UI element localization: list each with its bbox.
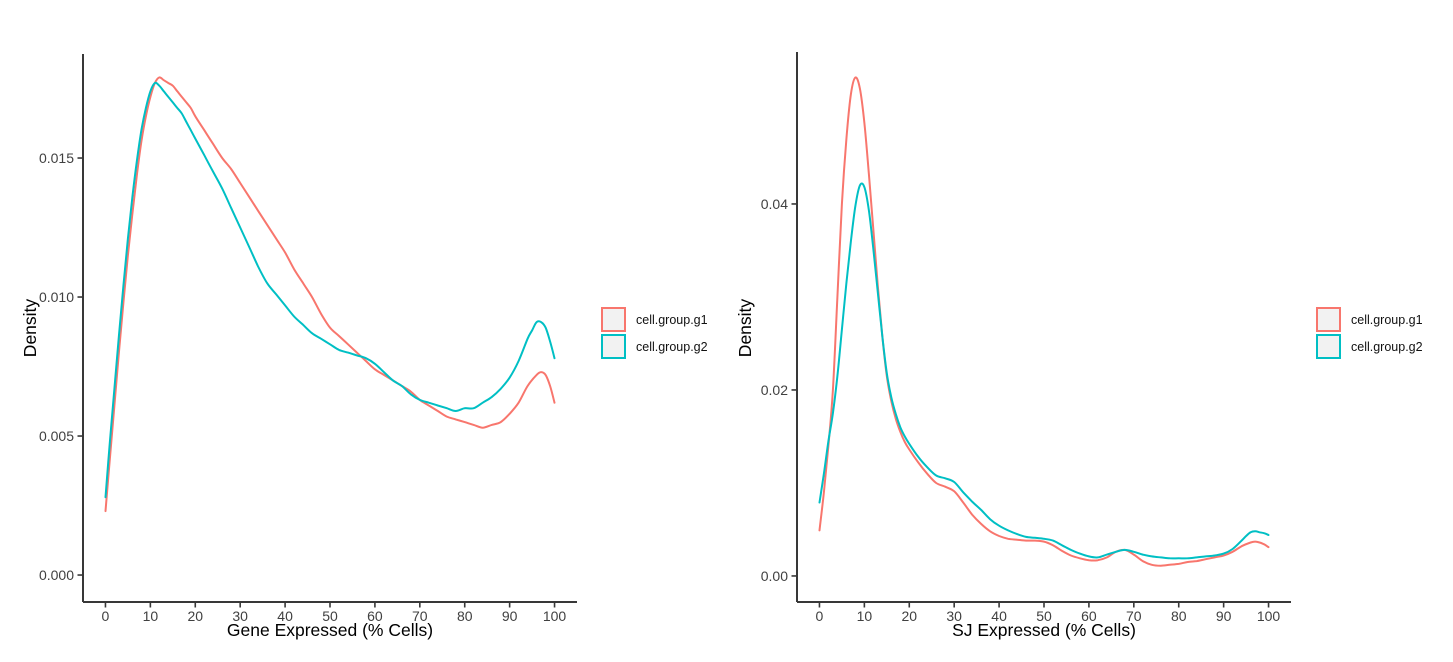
x-tick-label: 70 — [412, 608, 428, 624]
x-tick-label: 30 — [232, 608, 248, 624]
x-tick-label: 20 — [187, 608, 203, 624]
x-axis-title-gene: Gene Expressed (% Cells) — [226, 620, 434, 640]
density-curve-g1 — [104, 76, 556, 513]
x-tick-label: 30 — [946, 608, 962, 624]
x-tick-label: 0 — [816, 608, 824, 624]
x-tick-label: 90 — [1216, 608, 1232, 624]
legend-key-g2 — [1316, 334, 1341, 359]
x-tick-label: 50 — [322, 608, 338, 624]
y-tick-label: 0.04 — [761, 196, 788, 212]
y-tick-label: 0.005 — [39, 428, 74, 444]
density-curve-g2 — [104, 81, 556, 499]
legend-item-g2: cell.group.g2 — [1316, 334, 1423, 359]
x-tick-label: 40 — [277, 608, 293, 624]
x-tick-label: 60 — [1081, 608, 1097, 624]
legend-label-g1: cell.group.g1 — [636, 312, 708, 327]
x-tick-label: 100 — [543, 608, 567, 624]
legend-label-g1: cell.group.g1 — [1351, 312, 1423, 327]
x-tick-label: 10 — [143, 608, 159, 624]
legend-key-g1 — [601, 307, 626, 332]
x-tick-label: 40 — [991, 608, 1007, 624]
legend-item-g2: cell.group.g2 — [601, 334, 708, 359]
density-curve-g2 — [818, 182, 1270, 560]
legend-label-g2: cell.group.g2 — [1351, 339, 1423, 354]
x-tick-label: 0 — [102, 608, 110, 624]
x-tick-label: 80 — [1171, 608, 1187, 624]
y-axis-title-gene: Density — [20, 298, 40, 358]
legend-sj: cell.group.g1 cell.group.g2 — [1316, 307, 1423, 359]
y-axis-title-sj: Density — [735, 298, 755, 358]
x-tick-label: 100 — [1257, 608, 1281, 624]
legend-label-g2: cell.group.g2 — [636, 339, 708, 354]
x-tick-label: 60 — [367, 608, 383, 624]
legend-item-g1: cell.group.g1 — [601, 307, 708, 332]
x-tick-label: 10 — [857, 608, 873, 624]
x-tick-label: 20 — [901, 608, 917, 624]
legend-item-g1: cell.group.g1 — [1316, 307, 1423, 332]
x-axis-title-sj: SJ Expressed (% Cells) — [952, 620, 1136, 640]
y-tick-label: 0.00 — [761, 568, 788, 584]
density-curve-g1 — [818, 76, 1270, 567]
legend-key-g1 — [1316, 307, 1341, 332]
x-tick-label: 80 — [457, 608, 473, 624]
legend-gene: cell.group.g1 cell.group.g2 — [601, 307, 708, 359]
x-tick-label: 90 — [502, 608, 518, 624]
legend-key-g2 — [601, 334, 626, 359]
x-tick-label: 50 — [1036, 608, 1052, 624]
x-tick-label: 70 — [1126, 608, 1142, 624]
y-tick-label: 0.010 — [39, 289, 74, 305]
y-tick-label: 0.015 — [39, 150, 74, 166]
y-tick-label: 0.000 — [39, 567, 74, 583]
y-tick-label: 0.02 — [761, 382, 788, 398]
